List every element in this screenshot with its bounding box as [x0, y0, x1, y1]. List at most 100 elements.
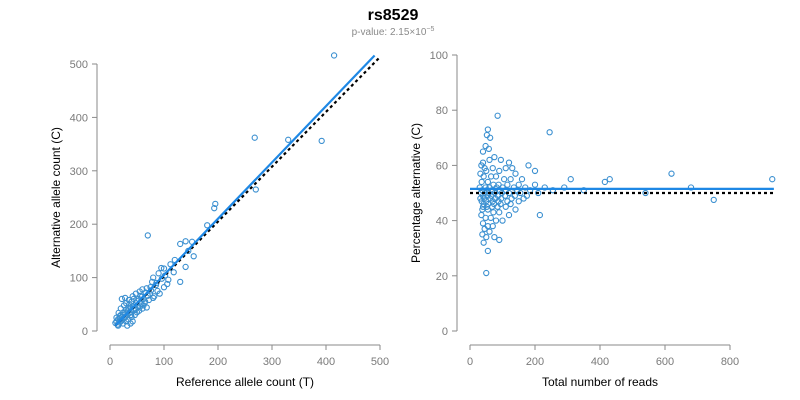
left-data-point — [155, 270, 162, 277]
right-data-point — [479, 220, 487, 227]
left-data-point — [182, 263, 189, 271]
right-data-point — [520, 195, 527, 202]
right-data-point — [486, 228, 493, 235]
right-data-point — [546, 129, 553, 136]
right-data-point — [668, 170, 675, 177]
right-data-point — [489, 165, 496, 172]
right-data-point — [478, 211, 485, 219]
right-data-point — [567, 176, 574, 183]
right-data-point — [489, 222, 496, 230]
left-x-tick-label: 400 — [317, 356, 335, 368]
left-data-point — [330, 52, 338, 59]
right-data-point — [769, 176, 776, 183]
left-x-tick-label: 500 — [371, 356, 389, 368]
subtitle-pvalue: p-value: 2.15×10 — [352, 27, 427, 38]
left-x-tick-label: 0 — [107, 356, 113, 368]
right-data-point — [496, 167, 503, 175]
left-y-tick-label: 100 — [70, 273, 88, 285]
right-x-tick-label: 800 — [721, 356, 739, 368]
left-data-point — [285, 136, 292, 143]
right-data-point — [483, 234, 490, 241]
right-data-point — [522, 184, 529, 191]
right-data-point — [492, 173, 500, 180]
right-data-point — [561, 184, 568, 191]
left-data-point — [156, 290, 163, 297]
right-data-point — [482, 214, 489, 221]
right-data-point — [484, 126, 492, 133]
right-data-point — [479, 148, 487, 155]
right-y-tick-label: 80 — [436, 105, 448, 117]
right-data-point — [505, 159, 513, 166]
left-data-point — [252, 186, 259, 193]
left-data-point — [153, 279, 160, 287]
left-data-point — [141, 298, 149, 305]
right-data-point — [502, 203, 509, 210]
right-data-point — [580, 187, 587, 194]
right-data-point — [536, 211, 544, 219]
left-data-point — [212, 200, 219, 208]
right-data-point — [494, 112, 501, 119]
right-data-point — [479, 203, 487, 210]
right-x-tick-label: 0 — [467, 356, 473, 368]
left-scatter-plot: 0 100 200 300 400 500 0 100 200 300 400 500 Referenc… — [49, 52, 389, 389]
left-data-point — [251, 134, 258, 141]
right-data-point — [486, 156, 493, 164]
right-data-point — [525, 162, 532, 169]
left-data-point — [148, 278, 156, 286]
right-data-point — [507, 176, 514, 183]
left-data-point — [150, 274, 157, 281]
right-data-point — [478, 178, 485, 186]
right-data-point — [710, 196, 717, 204]
left-y-tick-label: 200 — [70, 219, 88, 231]
left-data-point — [170, 269, 177, 276]
chart-title: rs8529 — [368, 7, 419, 24]
left-data-point — [118, 295, 126, 303]
right-data-point — [504, 181, 511, 188]
right-data-point — [499, 217, 506, 224]
right-data-point — [496, 236, 503, 244]
right-data-point — [483, 167, 490, 175]
right-x-tick-label: 200 — [526, 356, 544, 368]
right-data-point — [505, 211, 513, 219]
right-x-tick-label: 400 — [591, 356, 609, 368]
right-data-point — [486, 134, 494, 141]
right-data-point — [518, 176, 526, 183]
right-y-tick-label: 40 — [436, 216, 448, 228]
right-data-point — [512, 170, 519, 177]
right-data-point — [502, 165, 509, 172]
left-data-point — [139, 305, 146, 312]
left-y-axis-label: Alternative allele count (C) — [49, 127, 63, 268]
right-data-point — [606, 176, 613, 183]
left-data-point — [117, 305, 124, 312]
right-data-point — [531, 167, 539, 175]
right-y-axis-label: Percentage alternative (C) — [409, 123, 423, 263]
right-data-point — [485, 145, 492, 152]
right-x-axis-label: Total number of reads — [542, 375, 658, 389]
right-data-point — [549, 187, 557, 194]
left-data-point — [129, 318, 136, 325]
left-data-point — [211, 205, 218, 212]
right-data-point — [484, 178, 492, 186]
left-data-point — [143, 304, 150, 311]
left-data-point — [165, 276, 172, 283]
right-scatter-plot: 0 200 400 600 800 0 20 40 60 80 100 Total number of… — [409, 50, 776, 389]
right-data-point — [484, 247, 492, 255]
right-data-point — [535, 189, 542, 197]
left-data-point — [190, 253, 197, 260]
left-data-point — [177, 240, 184, 248]
right-data-point — [507, 200, 514, 208]
right-data-point — [601, 178, 609, 186]
left-data-point — [204, 222, 211, 229]
chart-subtitle: p-value: 2.15×10−5 — [352, 26, 435, 38]
left-y-tick-label: 300 — [70, 166, 88, 178]
left-x-tick-label: 300 — [263, 356, 281, 368]
right-data-point — [515, 198, 522, 205]
left-x-tick-label: 200 — [209, 356, 227, 368]
left-data-point — [160, 284, 168, 291]
left-data-point — [160, 265, 168, 272]
right-data-point — [490, 209, 497, 216]
left-data-point — [130, 295, 137, 303]
right-data-point — [515, 181, 522, 188]
right-data-point — [497, 156, 505, 164]
